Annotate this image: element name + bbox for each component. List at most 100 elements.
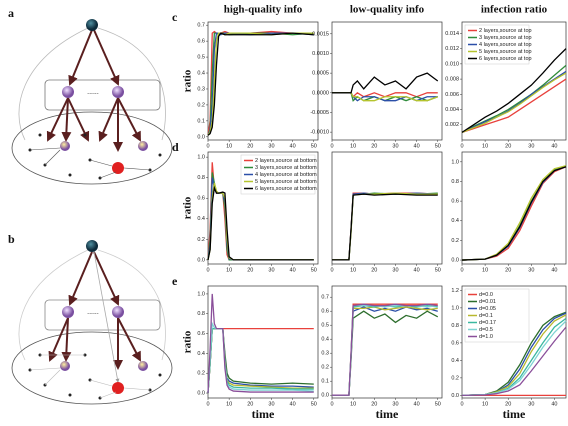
column-title: high-quality info [224,4,303,16]
data-line [207,293,314,394]
data-line [461,64,567,133]
y-tick-label: 0.0 [197,390,205,396]
x-tick-label: 50 [311,143,317,149]
x-tick-label: 20 [371,401,377,407]
y-tick-label: 0.2 [451,375,459,381]
y-tick-label: 0.4 [197,216,205,222]
y-tick-label: 0.2 [451,238,459,244]
y-tick-label: 0.6 [451,199,459,205]
y-tick-label: -0.0010 [310,130,329,136]
panel-label: e [172,274,178,288]
ellipsis: ...... [87,89,99,96]
y-tick-label: 0.4 [321,337,329,343]
x-tick-label: 40 [290,143,296,149]
legend-label: 6 layers,source at bottom [255,186,317,192]
plot-frame [331,21,443,141]
x-axis-label: time [252,407,275,421]
y-tick-label: 0.0015 [312,31,329,37]
x-tick-label: 30 [528,143,534,149]
legend-label: 3 layers,source at bottom [255,165,317,171]
x-tick-label: 30 [528,267,534,273]
x-tick-label: 50 [311,401,317,407]
y-tick-label: 0.0 [197,257,205,263]
y-tick-label: 0.012 [445,46,459,52]
y-tick-label: 0.2 [197,237,205,243]
y-tick-label: 0.002 [445,122,459,128]
legend-label: 4 layers,source at top [479,42,532,48]
x-tick-label: 30 [392,143,398,149]
y-tick-label: 0.6 [197,39,205,45]
legend-label: d=0.1 [479,313,493,319]
column-title: low-quality info [350,4,425,16]
data-line [461,78,567,134]
y-tick-label: 0.3 [321,351,329,357]
x-tick-label: 10 [350,143,356,149]
x-tick-label: 40 [551,401,557,407]
x-tick-label: 20 [247,267,253,273]
legend-label: 4 layers,source at bottom [255,172,317,178]
data-line [461,72,567,133]
y-tick-label: 0.0000 [312,90,329,96]
x-tick-label: 40 [414,143,420,149]
y-tick-label: 0.6 [321,309,329,315]
y-tick-label: 0.4 [451,218,459,224]
y-tick-label: 1.0 [451,305,459,311]
data-line [207,32,314,136]
x-tick-label: 30 [392,401,398,407]
legend-label: d=0.17 [479,320,496,326]
plot-frame [331,151,443,265]
y-axis-label: ratio [182,330,194,353]
data-line [461,326,567,397]
x-tick-label: 0 [460,267,463,273]
y-tick-label: 0.8 [451,179,459,185]
y-tick-label: 0.4 [197,351,205,357]
data-line [332,72,439,94]
legend-label: 5 layers,source at top [479,49,532,55]
y-tick-label: 0.004 [445,107,459,113]
panel-label: c [172,10,178,24]
legend-label: 3 layers,source at top [479,35,532,41]
y-tick-label: 1.0 [197,291,205,297]
y-tick-label: 0.0 [451,258,459,264]
x-tick-label: 20 [247,401,253,407]
x-tick-label: 20 [505,267,511,273]
legend-label: 2 layers,source at bottom [255,158,317,164]
panel-label: a [8,6,14,20]
panel-label: b [8,232,15,246]
data-line [207,185,314,261]
y-tick-label: 0.0 [321,393,329,399]
x-tick-label: 10 [226,267,232,273]
data-line [207,32,314,136]
x-tick-label: 10 [482,267,488,273]
legend-label: d=0.0 [479,292,493,298]
y-tick-label: 0.2 [197,102,205,108]
data-line [461,166,567,261]
column-title: infection ratio [481,4,548,16]
x-tick-label: 30 [528,401,534,407]
legend-label: d=0.01 [479,299,496,305]
x-tick-label: 0 [206,267,209,273]
y-tick-label: 0.0010 [312,51,329,57]
y-tick-label: 0.2 [197,371,205,377]
plot-frame [207,21,319,141]
y-tick-label: -0.0005 [310,110,329,116]
x-tick-label: 30 [392,267,398,273]
x-tick-label: 0 [206,401,209,407]
legend-label: d=0.05 [479,306,496,312]
y-axis-label: ratio [182,196,194,219]
y-tick-label: 1.0 [197,155,205,161]
x-tick-label: 10 [350,267,356,273]
x-tick-label: 20 [505,401,511,407]
x-tick-label: 50 [435,401,441,407]
x-axis-label: time [503,407,526,421]
y-tick-label: 0.5 [321,323,329,329]
x-tick-label: 10 [226,143,232,149]
legend-label: 5 layers,source at bottom [255,179,317,185]
y-tick-label: 0.5 [197,55,205,61]
y-tick-label: 0.010 [445,61,459,67]
x-tick-label: 20 [247,143,253,149]
y-tick-label: 0.0 [197,134,205,140]
y-tick-label: 0.3 [197,86,205,92]
x-tick-label: 30 [268,267,274,273]
